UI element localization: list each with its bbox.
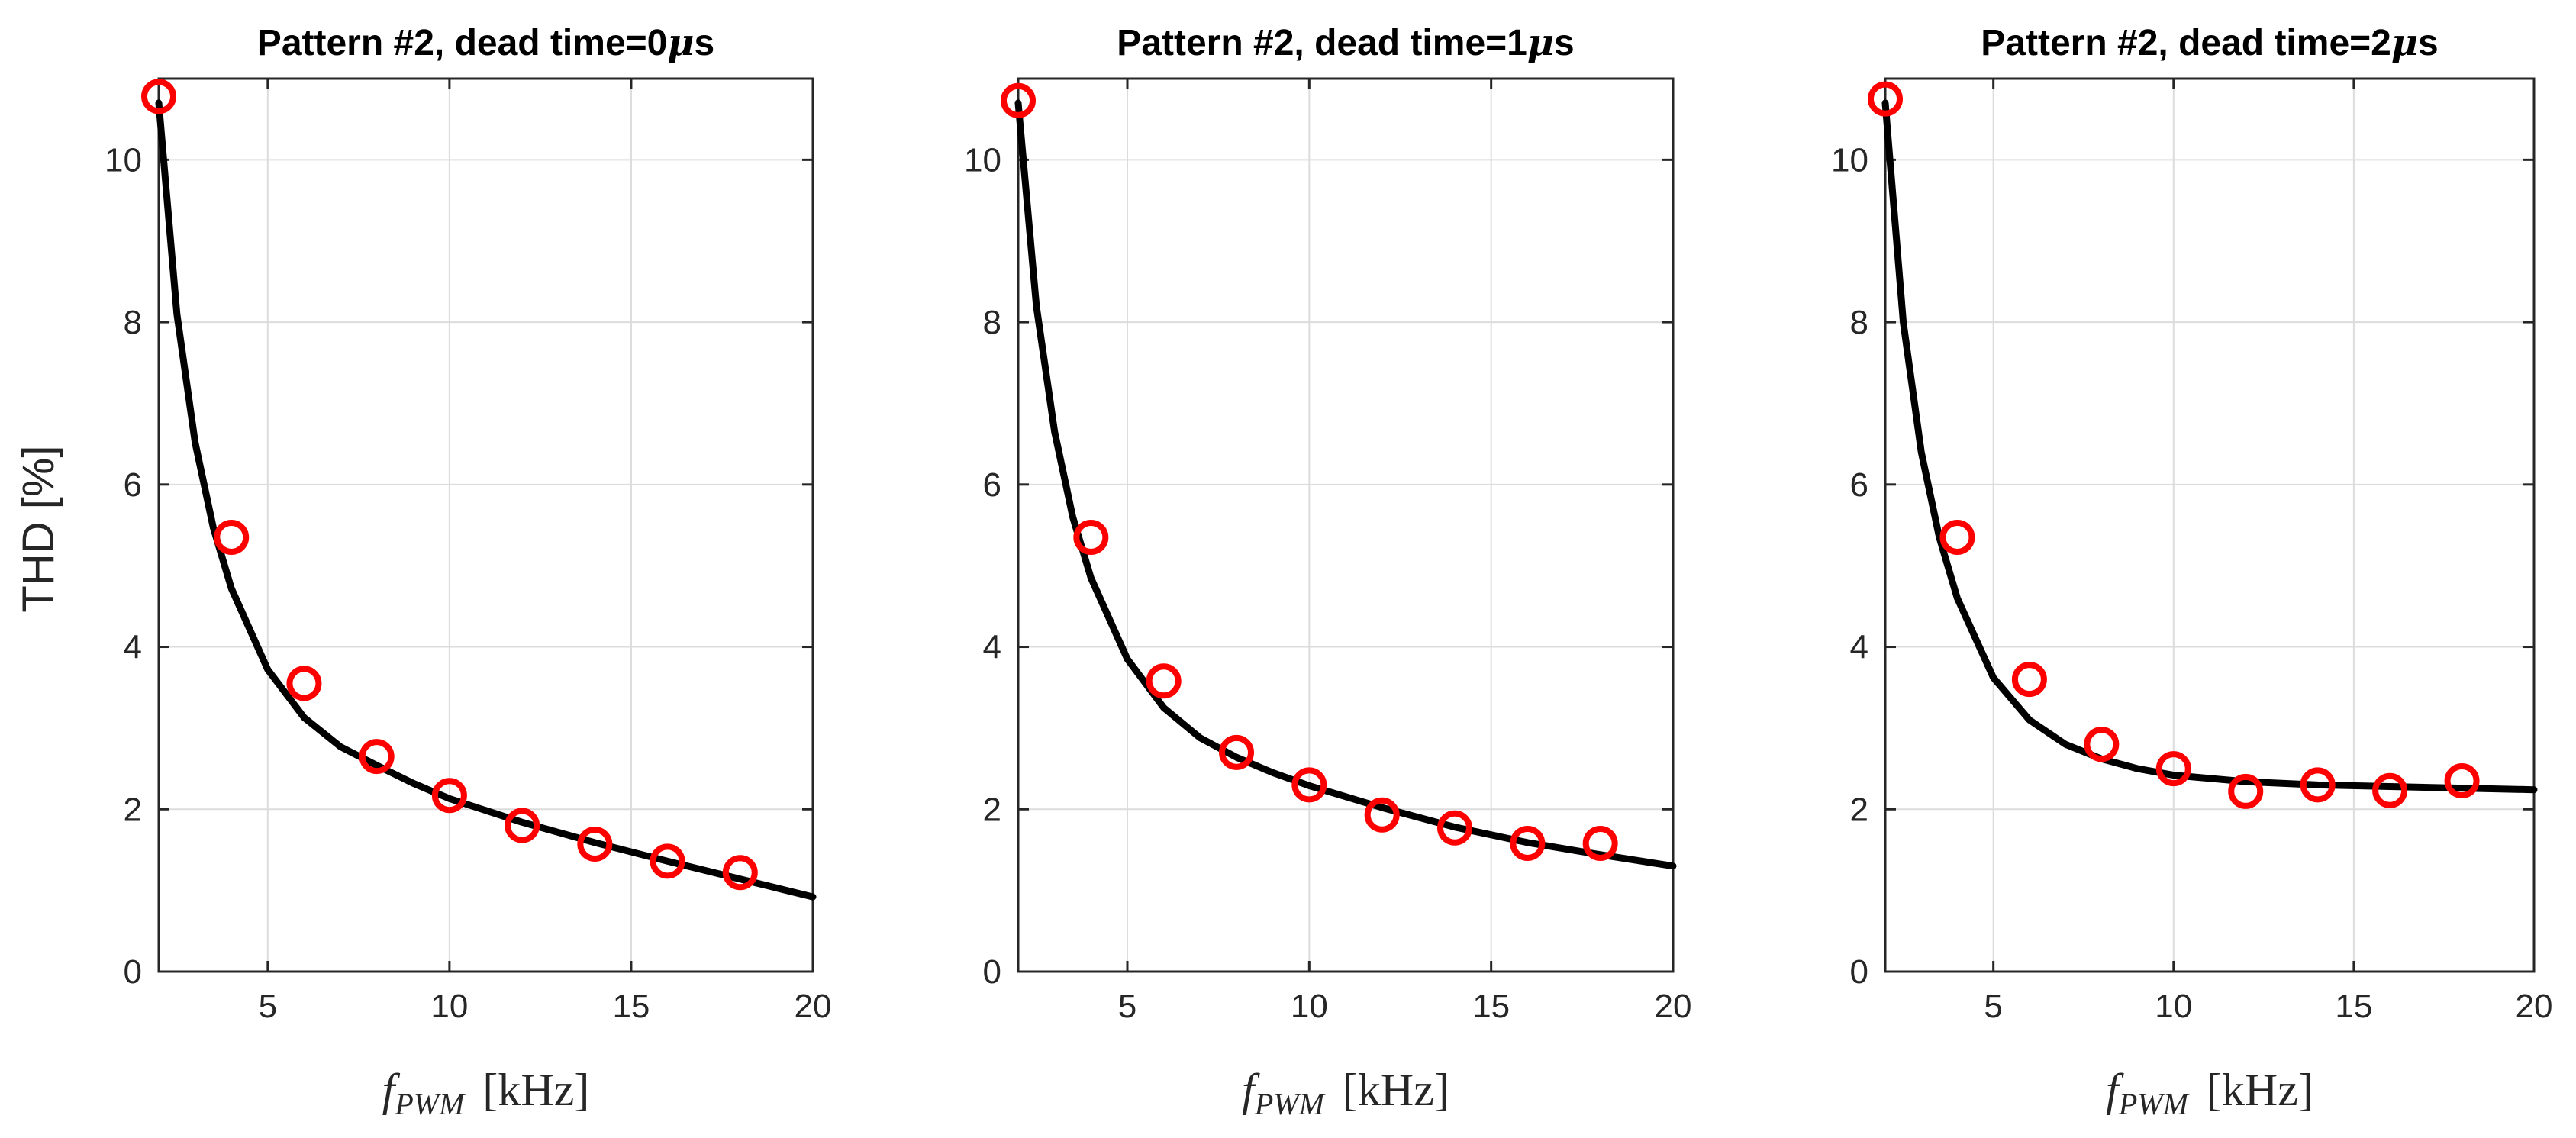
x-label-unit: [kHz] [482,1065,589,1115]
y-tick-label: 2 [983,791,1001,828]
data-point [1364,797,1400,833]
x-tick-label: 5 [259,988,277,1025]
y-tick-label: 0 [124,953,142,991]
x-tick-label: 10 [1291,988,1328,1025]
x-tick-label: 10 [2155,988,2192,1025]
data-point [141,79,176,114]
chart-title: Pattern #2, dead time=2μs [1981,21,2438,64]
x-axis-label: fPWM [kHz] [2106,1065,2313,1121]
fit-curve [1014,99,1677,870]
y-tick-label: 6 [1850,466,1868,504]
data-point [2084,727,2120,762]
x-axis-label: fPWM [kHz] [1242,1065,1449,1121]
y-axis-label: THD [%] [14,445,63,612]
chart-title: Pattern #2, dead time=0μs [257,21,714,64]
chart-title: Pattern #2, dead time=1μs [1117,21,1574,64]
axes-frame [157,77,814,973]
x-tick-label: 10 [430,988,468,1025]
x-tick-label: 5 [1118,988,1136,1025]
y-tick-label: 0 [1850,953,1868,991]
data-point [650,843,685,879]
data-point [1291,767,1327,803]
plot-area [1018,79,1673,972]
axes-frame [1017,77,1675,973]
data-point [2372,772,2408,808]
x-label-unit: [kHz] [1343,1065,1449,1115]
title-text: Pattern #2, dead time=2 [1981,23,2391,63]
y-tick-label: 6 [124,466,142,504]
title-unit: s [2418,23,2439,63]
data-point [1219,734,1254,770]
x-label-sub: PWM [2118,1087,2191,1121]
y-tick-label: 10 [105,141,142,179]
data-point [431,778,467,814]
data-point [1510,825,1546,861]
data-point [1146,663,1182,699]
plot-area [159,79,813,972]
y-tick-label: 4 [983,629,1001,666]
x-tick-label: 15 [2335,988,2372,1025]
x-tick-label: 20 [795,988,832,1025]
x-label-unit: [kHz] [2207,1065,2313,1115]
title-mu: μ [667,21,694,64]
y-tick-label: 0 [983,953,1001,991]
x-label-sub: PWM [1254,1087,1327,1121]
title-mu: μ [1527,21,1554,64]
data-point [722,855,758,891]
data-point [214,519,250,555]
y-tick-label: 2 [1850,791,1868,828]
data-point [1437,810,1472,846]
data-point [1001,82,1036,118]
data-point [1582,825,1618,861]
x-tick-label: 20 [1655,988,1692,1025]
y-tick-label: 4 [1850,629,1868,666]
y-tick-label: 4 [124,629,142,666]
y-tick-label: 8 [124,304,142,341]
data-point [577,827,613,862]
fit-curve [155,99,817,901]
data-point [505,808,540,843]
x-label-sub: PWM [394,1087,466,1121]
data-point [2228,773,2264,809]
y-tick-label: 10 [1831,141,1868,179]
axes-frame [1884,77,2536,973]
data-point [2155,751,2191,787]
y-tick-label: 8 [983,304,1001,341]
title-mu: μ [2391,21,2418,64]
title-unit: s [1554,23,1575,63]
data-point [286,666,322,701]
x-tick-label: 5 [1984,988,2002,1025]
data-point [2300,767,2336,803]
data-point [1939,519,1975,555]
plot-area [1885,79,2534,972]
data-point [2444,763,2480,799]
data-point [2011,662,2047,698]
title-unit: s [695,23,715,63]
x-tick-label: 15 [1472,988,1510,1025]
y-tick-label: 2 [124,791,142,828]
fit-curve [1881,99,2538,794]
data-point [359,739,395,775]
data-point [1868,81,1903,117]
x-axis-label: fPWM [kHz] [382,1065,590,1121]
y-tick-label: 6 [983,466,1001,504]
title-text: Pattern #2, dead time=0 [257,23,668,63]
data-point [1073,519,1109,555]
y-tick-label: 8 [1850,304,1868,341]
x-tick-label: 15 [612,988,650,1025]
title-text: Pattern #2, dead time=1 [1117,23,1527,63]
y-tick-label: 10 [964,141,1001,179]
x-tick-label: 20 [2516,988,2553,1025]
